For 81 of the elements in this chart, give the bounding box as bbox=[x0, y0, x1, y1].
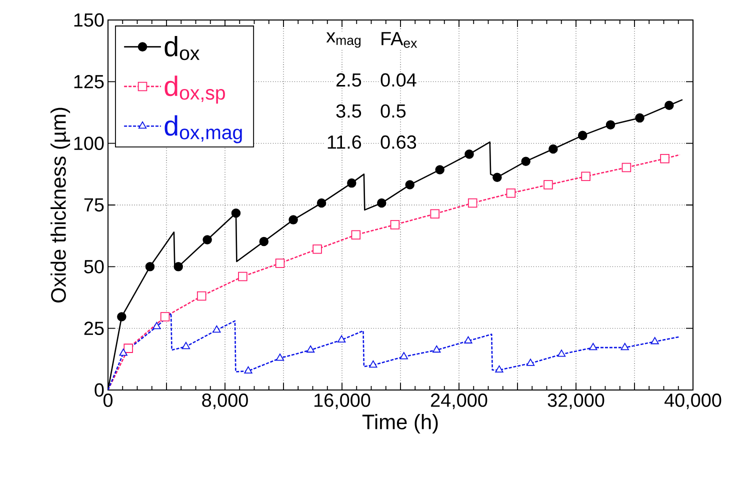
annotation: FA$_{ex}$ bbox=[382, 32, 418, 48]
point bbox=[492, 172, 502, 182]
x-axis-title: Time (h) bbox=[362, 414, 438, 434]
point bbox=[620, 342, 629, 350]
point bbox=[548, 144, 558, 154]
point bbox=[578, 130, 588, 140]
y-tick-label: 25 bbox=[84, 322, 104, 336]
point bbox=[316, 198, 326, 208]
point bbox=[400, 352, 408, 360]
point bbox=[544, 180, 553, 190]
point bbox=[202, 235, 212, 244]
annotation: 11.6 bbox=[328, 135, 362, 149]
point bbox=[124, 344, 133, 353]
annotation: 0.04 bbox=[380, 73, 416, 87]
x-tick-label: 0 bbox=[103, 394, 113, 407]
point bbox=[664, 100, 674, 110]
point bbox=[212, 325, 221, 333]
point bbox=[182, 342, 190, 350]
annotation: 2.5 bbox=[336, 73, 362, 87]
point bbox=[276, 354, 284, 361]
point bbox=[430, 209, 440, 219]
point bbox=[231, 208, 241, 218]
point bbox=[650, 337, 659, 344]
y-tick-label: 150 bbox=[74, 13, 104, 27]
point bbox=[196, 291, 206, 301]
point bbox=[275, 258, 285, 268]
point bbox=[238, 272, 248, 282]
point bbox=[259, 236, 269, 246]
point bbox=[377, 198, 386, 208]
x-tick-label: 40,000 bbox=[664, 394, 722, 410]
y-tick-label: 0 bbox=[94, 383, 104, 397]
point bbox=[306, 345, 315, 353]
annotation: 3.5 bbox=[336, 104, 362, 118]
point bbox=[521, 156, 530, 166]
point bbox=[464, 336, 472, 344]
point bbox=[606, 120, 616, 130]
point bbox=[351, 230, 361, 240]
point bbox=[495, 365, 504, 373]
line-series bbox=[108, 154, 680, 390]
point bbox=[145, 262, 155, 272]
x-tick-label: 32,000 bbox=[548, 394, 604, 410]
y-tick-label: 100 bbox=[74, 136, 104, 150]
point bbox=[369, 360, 378, 368]
point bbox=[337, 335, 346, 342]
y-tick-label: 75 bbox=[84, 198, 104, 212]
point bbox=[526, 358, 535, 366]
point bbox=[635, 113, 644, 123]
annotation: 0.5 bbox=[380, 104, 406, 118]
line-series bbox=[108, 312, 680, 390]
point bbox=[312, 244, 322, 254]
x-tick-label: 8,000 bbox=[202, 394, 248, 410]
point bbox=[435, 165, 444, 174]
point bbox=[581, 172, 590, 182]
x-tick-label: 16,000 bbox=[314, 394, 370, 410]
annotation: 0.63 bbox=[380, 135, 416, 149]
point bbox=[347, 178, 356, 188]
y-tick-label: 50 bbox=[84, 260, 104, 274]
point bbox=[660, 154, 670, 164]
point bbox=[468, 198, 478, 208]
point bbox=[152, 322, 161, 330]
point bbox=[589, 342, 598, 350]
point bbox=[506, 188, 516, 198]
legend-label: d$_{ox,mag}$ bbox=[164, 115, 242, 144]
y-axis-title: Oxide thickness (µm) bbox=[50, 108, 70, 302]
legend-label: d$_{ox,sp}$ bbox=[164, 76, 225, 104]
point bbox=[464, 150, 474, 159]
point bbox=[117, 312, 126, 322]
legend-label: d$_{ox}$ bbox=[164, 36, 200, 60]
y-tick-label: 125 bbox=[74, 74, 104, 88]
point bbox=[622, 162, 632, 172]
point bbox=[288, 215, 298, 224]
point bbox=[557, 350, 566, 357]
point bbox=[405, 180, 414, 190]
point bbox=[390, 220, 400, 230]
point bbox=[432, 345, 441, 353]
point bbox=[244, 366, 252, 374]
x-tick-label: 24,000 bbox=[431, 394, 488, 410]
point bbox=[160, 312, 170, 322]
point bbox=[119, 348, 128, 356]
point bbox=[174, 262, 183, 272]
annotation: x$_{mag}$ bbox=[326, 32, 361, 48]
